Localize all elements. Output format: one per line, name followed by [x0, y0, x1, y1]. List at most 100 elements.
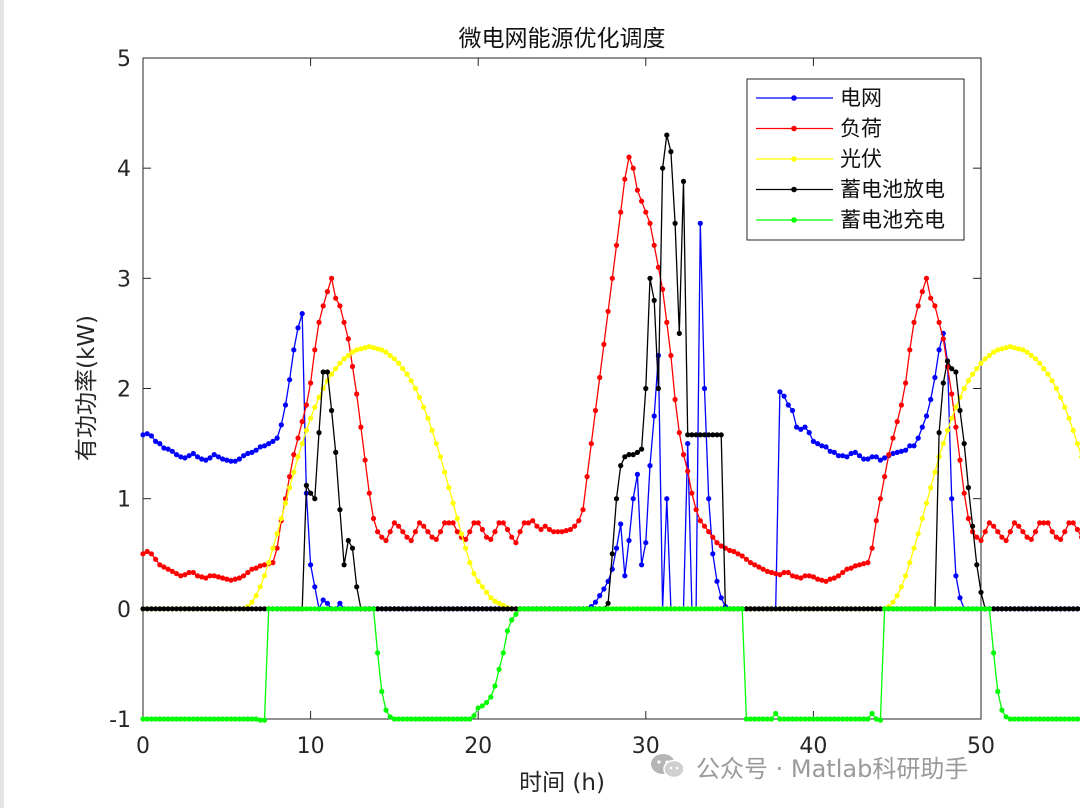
data-point [768, 606, 775, 612]
data-point [454, 515, 460, 522]
data-point [425, 415, 431, 421]
legend-label: 电网 [840, 86, 882, 110]
data-point [643, 606, 649, 612]
data-point [282, 500, 289, 506]
data-point [957, 595, 963, 601]
data-point [333, 295, 339, 301]
data-point [810, 716, 817, 722]
data-point [936, 430, 942, 436]
data-point [509, 534, 515, 540]
data-point [794, 424, 800, 430]
data-point [961, 441, 967, 447]
legend-label: 光伏 [840, 147, 882, 171]
data-point [144, 548, 150, 555]
data-point [781, 569, 787, 576]
data-point [194, 716, 201, 722]
data-point [387, 714, 393, 720]
data-point [207, 455, 213, 461]
data-point [768, 569, 775, 576]
data-point [500, 650, 506, 656]
data-point [634, 606, 641, 612]
data-point [182, 455, 188, 461]
data-point [685, 606, 691, 612]
data-point [978, 606, 984, 612]
data-point [668, 149, 674, 155]
data-point [354, 391, 360, 397]
data-point [1020, 347, 1026, 353]
data-point [458, 716, 464, 722]
data-point [714, 606, 720, 612]
data-point [794, 716, 800, 722]
data-point [555, 606, 561, 612]
data-point [877, 717, 884, 723]
data-point [245, 450, 251, 457]
data-point [588, 441, 594, 447]
data-point [266, 606, 272, 612]
data-point [278, 606, 284, 612]
data-point [869, 545, 875, 551]
data-point [949, 496, 955, 502]
data-point [618, 606, 624, 612]
data-point [178, 606, 184, 612]
data-point [299, 311, 305, 317]
data-point [1007, 716, 1013, 722]
data-point [852, 606, 858, 612]
data-point [513, 540, 519, 546]
data-point [936, 319, 942, 325]
data-point [810, 606, 817, 612]
data-point [1070, 606, 1076, 612]
data-point [324, 606, 330, 612]
data-point [492, 683, 498, 689]
data-point [1003, 606, 1009, 612]
data-point [530, 518, 536, 524]
data-point [827, 606, 833, 612]
data-point [253, 606, 259, 612]
data-point [437, 606, 444, 612]
data-point [341, 606, 347, 612]
data-point [261, 443, 268, 449]
watermark: 公众号 · Matlab科研助手 [648, 748, 968, 784]
data-point [970, 523, 976, 529]
data-point [211, 716, 217, 722]
data-point [329, 407, 335, 414]
data-point [299, 606, 305, 612]
data-point [622, 573, 628, 579]
data-point [760, 606, 766, 612]
data-point [211, 573, 217, 579]
data-point [965, 485, 972, 491]
data-point [140, 432, 146, 438]
data-point [1066, 520, 1072, 526]
data-point [253, 565, 259, 571]
data-point [140, 551, 146, 557]
data-point [815, 576, 821, 582]
data-point [186, 716, 192, 722]
data-point [429, 534, 435, 540]
data-point [852, 563, 858, 569]
data-point [978, 537, 984, 544]
data-point [689, 432, 695, 438]
data-point [157, 716, 163, 722]
data-point [731, 548, 737, 555]
data-point [320, 303, 326, 309]
data-point [601, 586, 607, 592]
data-point [609, 275, 615, 281]
data-point [157, 441, 163, 447]
data-point [722, 606, 729, 612]
data-point [873, 518, 879, 524]
data-point [810, 574, 817, 580]
data-point [664, 319, 670, 325]
data-point [220, 575, 226, 581]
data-point [584, 606, 590, 612]
data-point [416, 606, 423, 612]
data-point [333, 449, 339, 455]
data-point [220, 456, 226, 462]
data-point [479, 606, 485, 612]
data-point [974, 366, 980, 372]
legend-swatch-marker [791, 217, 797, 223]
data-point [618, 209, 624, 215]
data-point [961, 490, 967, 496]
data-point [241, 716, 247, 722]
data-point [157, 606, 163, 612]
data-point [383, 537, 389, 544]
data-point [450, 500, 456, 506]
